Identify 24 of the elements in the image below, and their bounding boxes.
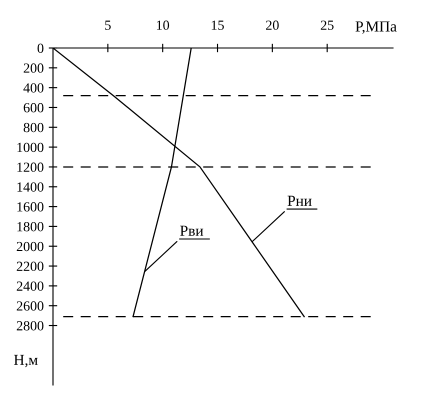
x-tick-label: 15	[212, 20, 224, 30]
x-tick-label: 25	[320, 20, 334, 30]
x-axis-title: Р,МПа	[356, 21, 397, 34]
x-tick-label: 20	[266, 20, 279, 30]
y-tick-label: 600	[24, 103, 44, 112]
y-tick-label: 200	[24, 63, 44, 73]
y-tick-label: 2800	[16, 321, 44, 330]
y-tick-label: 2400	[16, 281, 44, 291]
y-tick-label: 1600	[17, 202, 44, 212]
y-tick-label: 2000	[16, 242, 44, 252]
y-tick-label: 0	[38, 44, 44, 53]
y-tick-label: 1200	[17, 162, 44, 172]
y-tick-label: 1000	[17, 142, 44, 152]
text: Рни	[288, 196, 312, 206]
y-tick-label: 1400	[17, 182, 44, 192]
x-tick-label: 5	[105, 20, 111, 30]
y-axis-title: Н,м	[14, 354, 38, 368]
x-tick-label: 10	[156, 20, 170, 30]
y-tick-label: 800	[24, 122, 44, 132]
series-label: Рви	[180, 226, 204, 236]
y-tick-label: 400	[23, 83, 44, 93]
y-tick-label: 2600	[16, 301, 44, 311]
y-tick-label: 2200	[16, 262, 44, 272]
y-tick-label: 1800	[17, 222, 44, 232]
